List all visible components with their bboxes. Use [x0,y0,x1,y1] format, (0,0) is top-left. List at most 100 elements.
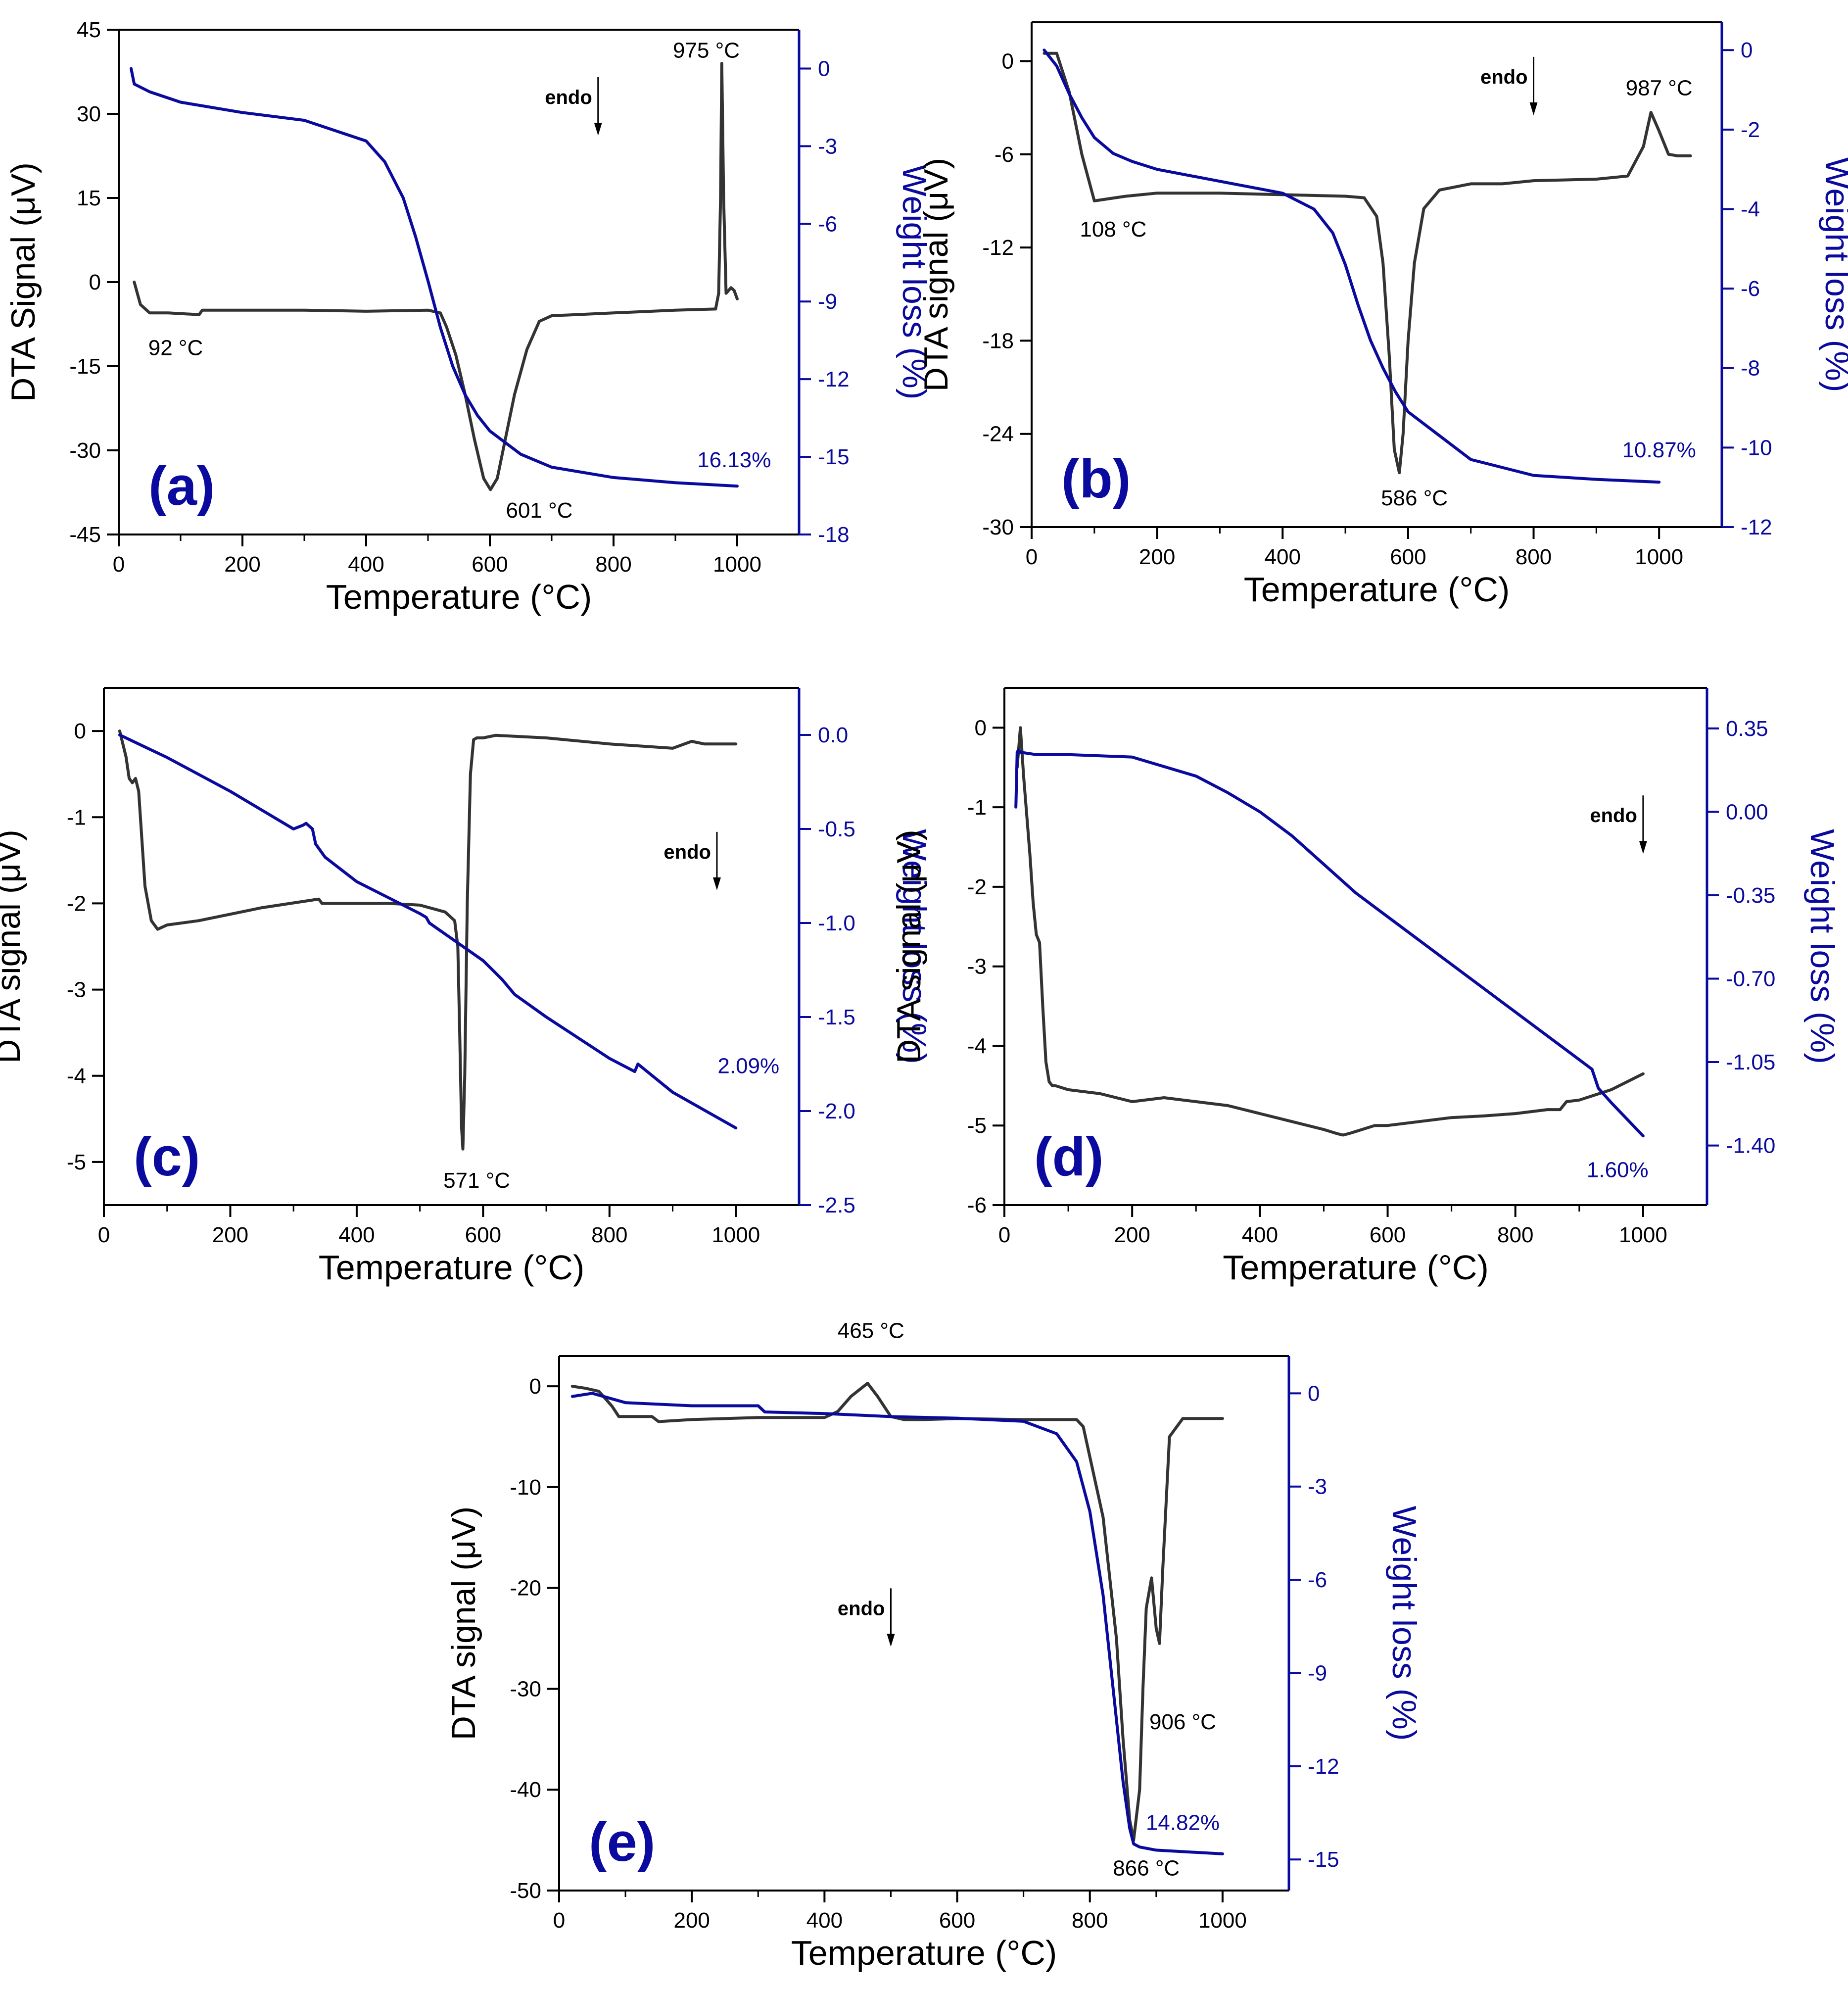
endo-arrow-head [712,877,721,890]
x-tick-label: 800 [1497,1223,1533,1247]
endo-label: endo [838,1598,885,1619]
x-tick-label: 800 [1516,545,1552,569]
x-axis-title: Temperature (°C) [1223,1248,1489,1287]
panel-a: 0 200 400 600 800 1000-45-30-150153045-18-15-… [4,18,933,616]
endo-arrow-head [1529,102,1538,115]
panel-b: 0 200 400 600 800 1000 -30 -24 -18 -12 -6 0 -12 -10 -8… [917,21,1848,609]
y2-tick-label: 0.35 [1726,717,1768,741]
x-tick-label: 400 [1242,1223,1278,1247]
y-tick-label: -5 [67,1150,86,1174]
x-tick-label: 0 [98,1223,110,1247]
x-tick-label: 600 [1370,1223,1406,1247]
dta-series-line [118,729,738,1151]
y-tick-label: -15 [69,354,101,379]
peak-temperature-annotation: 975 °C [673,39,740,63]
y-axis-title: DTA signal (μV) [917,158,955,391]
y2-tick-label: -15 [818,445,850,469]
y2-tick-label: -1.40 [1726,1134,1775,1158]
panel-c: 0 200 400 600 800 1000 -5 -4 -3 -2 -1 0 -2.5 -2.0 -1.5… [0,687,933,1287]
y2-tick-label: -6 [818,212,837,236]
y2-tick-label: -3 [818,134,837,158]
y-tick-label: 15 [77,186,101,210]
y-tick-label: -45 [69,523,101,547]
y2-tick-label: -6 [1308,1568,1327,1592]
y2-tick-label: -9 [818,290,837,314]
peak-temperature-annotation: 987 °C [1626,76,1693,100]
x-tick-label: 1000 [1635,545,1683,569]
x-tick-label: 0 [998,1223,1010,1247]
endo-label: endo [1590,805,1637,826]
y-tick-label: 0 [74,719,86,743]
peak-temperature-annotation: 601 °C [506,498,572,523]
y2-axis-title: Weight loss (%) [896,829,933,1064]
x-tick-label: 200 [1139,545,1175,569]
y-tick-label: -18 [982,329,1014,353]
x-tick-label: 1000 [711,1223,760,1247]
panel-label: (b) [1061,448,1131,509]
y2-tick-label: -4 [1741,197,1760,221]
x-tick-label: 1000 [713,552,761,577]
endo-arrow-head [594,123,602,136]
peak-temperature-annotation: 92 °C [148,336,203,360]
endo-label: endo [1480,66,1528,88]
y-tick-label: -1 [967,795,987,820]
y2-tick-label: -15 [1308,1847,1339,1872]
x-axis-title: Temperature (°C) [791,1934,1057,1972]
y-tick-label: 0 [1002,49,1014,73]
y2-axis-title: Weight loss (%) [1385,1506,1423,1741]
endo-arrow-head [1639,841,1647,854]
weight-loss-annotation: 14.82% [1146,1811,1220,1835]
x-tick-label: 1000 [1619,1223,1667,1247]
y-tick-label: -10 [510,1475,541,1500]
y2-tick-label: -1.05 [1726,1050,1775,1074]
y2-tick-label: -1.5 [818,1005,855,1029]
weight-loss-series-line [130,67,739,488]
panel-label: (d) [1034,1126,1103,1187]
peak-temperature-annotation: 906 °C [1149,1710,1216,1734]
y-tick-label: -3 [67,978,86,1002]
y2-tick-label: -3 [1308,1475,1327,1499]
x-tick-label: 400 [348,552,384,577]
y2-tick-label: 0 [818,56,830,81]
x-tick-label: 0 [1026,545,1038,569]
x-tick-label: 400 [806,1908,843,1933]
x-tick-label: 600 [939,1908,975,1933]
dta-series-line [1015,726,1645,1137]
y2-tick-label: -0.35 [1726,883,1775,908]
y-tick-label: -6 [995,143,1014,167]
peak-temperature-annotation: 571 °C [443,1168,510,1193]
y2-tick-label: -9 [1308,1661,1327,1685]
dta-series-line [570,1382,1224,1842]
weight-loss-series-line [570,1392,1224,1855]
y-tick-label: 0 [975,716,987,740]
x-tick-label: 200 [1114,1223,1150,1247]
x-tick-label: 0 [553,1908,565,1933]
y2-tick-label: -2 [1741,118,1760,142]
y-tick-label: -1 [67,805,86,829]
x-tick-label: 600 [1390,545,1426,569]
y-tick-label: -6 [967,1193,987,1217]
y2-tick-label: 0 [1308,1381,1320,1406]
x-axis-title: Temperature (°C) [326,578,592,616]
y-tick-label: -3 [967,955,987,979]
y-tick-label: 0 [529,1374,541,1399]
weight-loss-series-line [118,733,738,1130]
y2-tick-label: 0.0 [818,723,848,747]
y-axis-title: DTA signal (μV) [445,1506,482,1740]
y2-tick-label: -12 [1741,515,1772,539]
endo-arrow-head [887,1634,895,1647]
peak-temperature-annotation: 586 °C [1381,486,1448,510]
y-tick-label: -40 [510,1778,541,1802]
y-tick-label: -20 [510,1576,541,1601]
endo-label: endo [545,87,592,108]
y-tick-label: -30 [510,1677,541,1701]
panel-label: (e) [589,1812,655,1873]
y2-tick-label: -12 [818,367,850,391]
y-tick-label: -4 [67,1064,86,1088]
y2-tick-label: -12 [1308,1754,1339,1779]
x-tick-label: 200 [673,1908,710,1933]
y-tick-label: -4 [967,1034,987,1058]
y-tick-label: -50 [510,1879,541,1903]
